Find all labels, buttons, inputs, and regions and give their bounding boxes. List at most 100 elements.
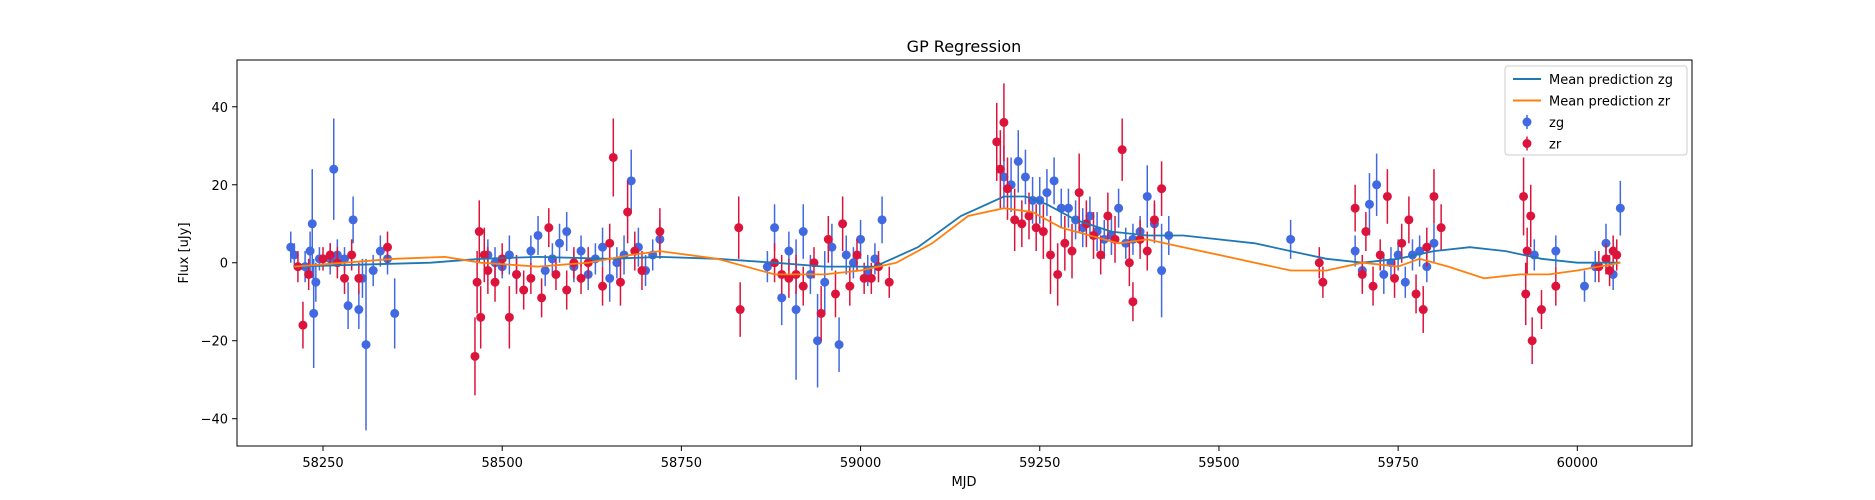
data-point	[340, 273, 350, 283]
data-point	[526, 273, 536, 283]
data-point	[537, 293, 547, 303]
data-point	[1605, 266, 1615, 276]
data-point	[340, 254, 350, 264]
data-point	[1124, 258, 1134, 268]
data-point	[304, 269, 314, 279]
data-point	[784, 273, 794, 283]
data-point	[838, 219, 848, 229]
data-point	[1142, 246, 1152, 256]
data-point	[1286, 234, 1296, 244]
mean-prediction-line-zg	[294, 195, 1621, 268]
data-point	[1142, 191, 1152, 201]
data-point	[995, 164, 1005, 174]
data-point	[354, 273, 364, 283]
data-point	[598, 242, 608, 252]
data-point	[1103, 211, 1113, 221]
data-point	[544, 223, 554, 233]
data-point	[476, 312, 486, 322]
data-point	[1128, 297, 1138, 307]
data-point	[1382, 191, 1392, 201]
data-point	[1368, 281, 1378, 291]
legend-box	[1504, 65, 1688, 156]
data-point	[1551, 246, 1561, 256]
data-point	[1522, 246, 1532, 256]
data-point	[1063, 203, 1073, 213]
data-point	[798, 227, 808, 237]
data-point	[1318, 277, 1328, 287]
legend-label: zg	[1549, 116, 1564, 131]
data-point	[1067, 246, 1077, 256]
legend-label: Mean prediction zg	[1549, 73, 1673, 88]
data-point	[533, 230, 543, 240]
data-point	[841, 250, 851, 260]
data-point	[734, 223, 744, 233]
data-point	[623, 207, 633, 217]
data-point	[770, 223, 780, 233]
data-point	[816, 308, 826, 318]
x-tick-label: 58250	[302, 456, 343, 471]
data-point	[1390, 273, 1400, 283]
data-point	[605, 273, 615, 283]
x-tick-label: 59750	[1377, 456, 1418, 471]
data-point	[361, 340, 371, 350]
data-point	[735, 305, 745, 315]
legend-point-swatch	[1522, 139, 1532, 148]
plot-area	[286, 83, 1625, 431]
data-point	[1400, 277, 1410, 287]
data-point	[1114, 203, 1124, 213]
data-point	[368, 266, 378, 276]
data-point	[830, 289, 840, 299]
data-point	[1135, 234, 1145, 244]
data-point	[540, 266, 550, 276]
data-point	[1074, 188, 1084, 198]
data-point	[1096, 250, 1106, 260]
data-point	[1411, 289, 1421, 299]
data-point	[1053, 269, 1063, 279]
data-point	[1527, 336, 1537, 346]
data-point	[827, 242, 837, 252]
data-point	[1615, 203, 1625, 213]
data-point	[1579, 281, 1589, 291]
data-point	[562, 227, 572, 237]
legend: Mean prediction zg Mean prediction zr zg zr	[1504, 65, 1688, 156]
data-point	[325, 250, 335, 260]
data-point	[289, 250, 299, 260]
data-point	[1404, 215, 1414, 225]
data-point	[576, 246, 586, 256]
data-point	[784, 246, 794, 256]
data-point	[1429, 191, 1439, 201]
legend-point-swatch	[1522, 117, 1532, 127]
data-point	[1364, 199, 1374, 209]
data-point	[512, 269, 522, 279]
data-point	[309, 308, 319, 318]
data-point	[311, 277, 321, 287]
data-point	[1397, 238, 1407, 248]
data-point	[1314, 258, 1324, 268]
data-point	[870, 254, 880, 264]
data-point	[1085, 211, 1095, 221]
x-tick-label: 59250	[1019, 456, 1060, 471]
data-point	[354, 305, 364, 315]
data-point	[798, 281, 808, 291]
mean-prediction-line-zr	[294, 207, 1621, 280]
data-point	[474, 227, 484, 237]
data-point	[834, 340, 844, 350]
data-point	[383, 242, 393, 252]
data-point	[1049, 176, 1059, 186]
data-point	[866, 273, 876, 283]
data-point	[608, 152, 618, 162]
data-point	[1521, 289, 1531, 299]
data-point	[856, 234, 866, 244]
data-point	[1601, 254, 1611, 264]
data-point	[626, 176, 636, 186]
data-point	[479, 250, 489, 260]
data-point	[1519, 191, 1529, 201]
data-point	[1157, 184, 1167, 194]
x-tick-label: 58750	[661, 456, 702, 471]
data-point	[555, 238, 565, 248]
data-point	[1020, 172, 1030, 182]
plot-frame	[236, 59, 1693, 447]
data-point	[598, 281, 608, 291]
data-point	[1372, 180, 1382, 190]
